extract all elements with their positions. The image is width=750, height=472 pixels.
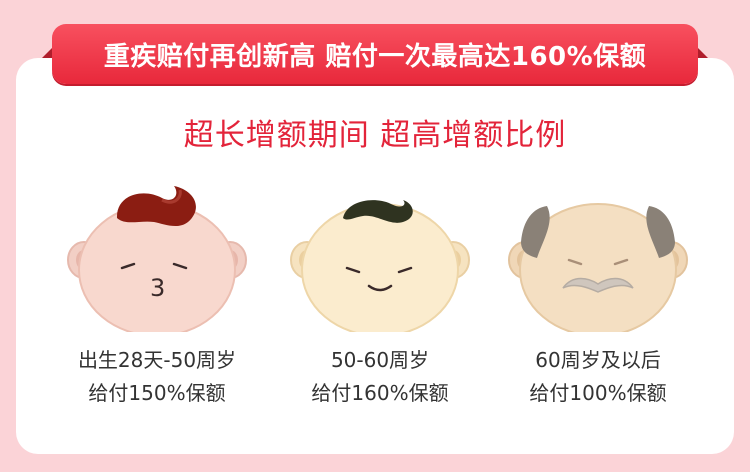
subtitle: 超长增额期间 超高增额比例 bbox=[183, 118, 567, 153]
stage-1-caption: 出生28天-50周岁 给付150%保额 bbox=[42, 344, 272, 410]
stage-2-caption: 50-60周岁 给付160%保额 bbox=[265, 344, 495, 410]
stage-1-payout: 给付150%保额 bbox=[88, 381, 226, 405]
banner-title: 重疾赔付再创新高 赔付一次最高达160%保额 bbox=[52, 24, 698, 84]
stage-2-payout: 给付160%保额 bbox=[311, 381, 449, 405]
svg-text:3: 3 bbox=[150, 274, 165, 302]
elder-face-icon bbox=[503, 182, 693, 332]
adult-face-icon bbox=[285, 182, 475, 332]
stage-3-payout: 给付100%保额 bbox=[529, 381, 667, 405]
stage-1-age: 出生28天-50周岁 bbox=[77, 348, 237, 372]
stage-3-caption: 60周岁及以后 给付100%保额 bbox=[483, 344, 713, 410]
stage-3-age: 60周岁及以后 bbox=[535, 348, 661, 372]
stage-2-age: 50-60周岁 bbox=[330, 348, 430, 372]
baby-face-icon: 3 bbox=[62, 182, 252, 332]
